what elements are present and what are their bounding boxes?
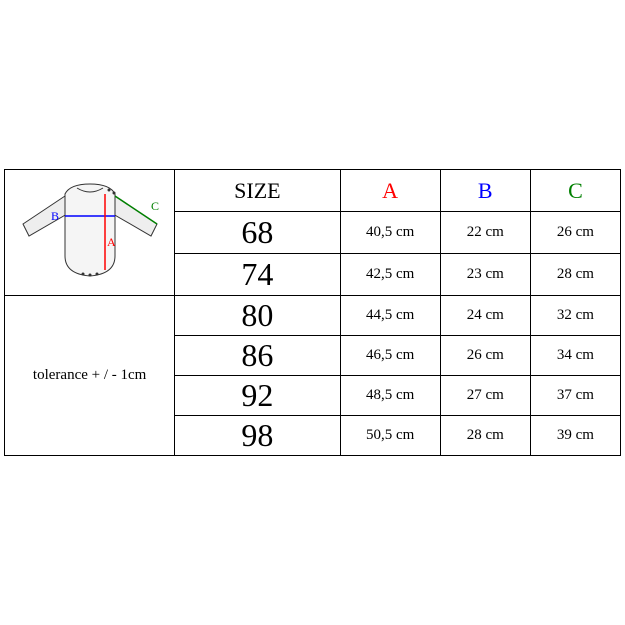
dim-c: 39 cm <box>530 416 620 456</box>
dim-c: 37 cm <box>530 376 620 416</box>
size-value: 80 <box>175 296 340 336</box>
dim-b: 22 cm <box>440 212 530 254</box>
diagram-a-label: A <box>107 235 116 249</box>
dim-b: 23 cm <box>440 254 530 296</box>
size-value: 74 <box>175 254 340 296</box>
dim-a: 40,5 cm <box>340 212 440 254</box>
garment-diagram: B A C <box>15 176 165 284</box>
dim-c: 34 cm <box>530 336 620 376</box>
diagram-cell: B A C <box>5 170 175 296</box>
dim-c: 28 cm <box>530 254 620 296</box>
table-row: tolerance + / - 1cm 80 44,5 cm 24 cm 32 … <box>5 296 621 336</box>
dim-b: 27 cm <box>440 376 530 416</box>
dim-a: 50,5 cm <box>340 416 440 456</box>
dim-a: 44,5 cm <box>340 296 440 336</box>
dim-a: 48,5 cm <box>340 376 440 416</box>
size-value: 92 <box>175 376 340 416</box>
diagram-b-label: B <box>51 209 59 223</box>
diagram-c-label: C <box>151 199 159 213</box>
header-b: B <box>440 170 530 212</box>
size-chart-table: B A C SIZE A B C 68 40,5 cm 22 cm 26 cm … <box>4 169 621 456</box>
dim-c: 32 cm <box>530 296 620 336</box>
dim-b: 24 cm <box>440 296 530 336</box>
size-value: 68 <box>175 212 340 254</box>
dim-b: 28 cm <box>440 416 530 456</box>
tolerance-cell: tolerance + / - 1cm <box>5 296 175 456</box>
header-c: C <box>530 170 620 212</box>
dim-b: 26 cm <box>440 336 530 376</box>
size-value: 86 <box>175 336 340 376</box>
dim-a: 42,5 cm <box>340 254 440 296</box>
dim-c: 26 cm <box>530 212 620 254</box>
size-value: 98 <box>175 416 340 456</box>
dim-a: 46,5 cm <box>340 336 440 376</box>
header-a: A <box>340 170 440 212</box>
header-size: SIZE <box>175 170 340 212</box>
